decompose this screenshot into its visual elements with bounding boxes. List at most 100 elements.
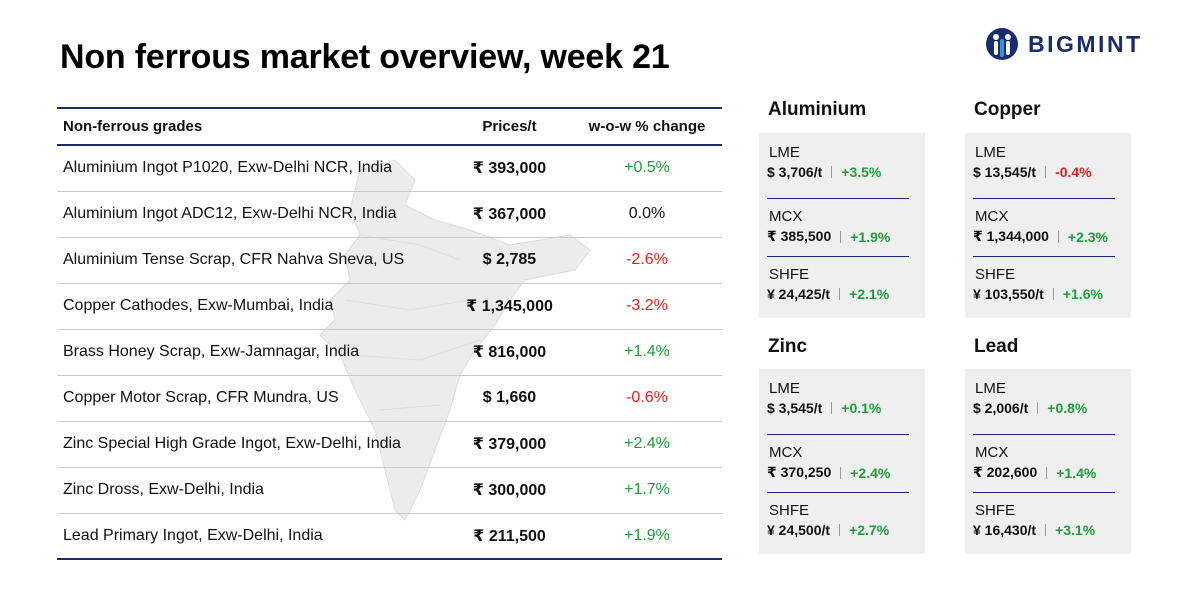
exchange-price: $ 13,545/t (973, 164, 1037, 180)
exchange-price: ¥ 24,425/t (767, 286, 831, 302)
metal-card-aluminium: LME $ 3,706/t +3.5% MCX ₹ 385,500 +1.9% SHFE ¥ … (759, 133, 925, 318)
change-cell: +1.4% (572, 329, 722, 376)
metal-card-zinc: LME $ 3,545/t +0.1% MCX ₹ 370,250 +2.4% SHFE ¥ … (759, 369, 925, 554)
exchange-change: +3.5% (841, 164, 882, 180)
divider (840, 466, 842, 479)
exchange-label: MCX (975, 208, 1009, 225)
grade-cell: Brass Honey Scrap, Exw-Jamnagar, India (57, 329, 447, 376)
prices-table: Non-ferrous grades Prices/t w-o-w % chan… (57, 107, 722, 560)
exchange-values: $ 13,545/t -0.4% (973, 164, 1115, 180)
exchange-row-mcx: MCX ₹ 202,600 +1.4% (973, 435, 1115, 493)
exchange-price: $ 3,706/t (767, 164, 823, 180)
exchange-change: +1.6% (1062, 286, 1103, 302)
page-title: Non ferrous market overview, week 21 (60, 38, 670, 76)
exchange-values: ₹ 385,500 +1.9% (767, 228, 909, 245)
change-cell: +1.9% (572, 513, 722, 560)
price-cell: ₹ 211,500 (447, 513, 572, 560)
table-row: Brass Honey Scrap, Exw-Jamnagar, India ₹ … (57, 329, 722, 376)
exchange-label: LME (975, 144, 1006, 161)
exchange-values: ₹ 370,250 +2.4% (767, 464, 909, 481)
exchange-change: +2.1% (849, 286, 890, 302)
exchange-change: +1.4% (1056, 464, 1097, 481)
exchange-change: +0.1% (841, 400, 882, 416)
table-row: Lead Primary Ingot, Exw-Delhi, India ₹ 21… (57, 513, 722, 560)
exchange-change: -0.4% (1055, 164, 1092, 180)
grade-cell: Aluminium Tense Scrap, CFR Nahva Sheva, … (57, 237, 447, 284)
price-cell: ₹ 393,000 (447, 145, 572, 192)
exchange-label: MCX (769, 444, 803, 461)
exchange-row-shfe: SHFE ¥ 16,430/t +3.1% (973, 493, 1123, 551)
exchange-values: $ 2,006/t +0.8% (973, 400, 1115, 416)
divider (1052, 288, 1054, 300)
metal-title-zinc: Zinc (768, 336, 808, 357)
exchange-label: SHFE (769, 502, 810, 519)
divider (831, 166, 833, 178)
change-cell: -3.2% (572, 283, 722, 330)
metal-title-lead: Lead (974, 336, 1019, 357)
exchange-label: LME (769, 144, 800, 161)
exchange-row-mcx: MCX ₹ 385,500 +1.9% (767, 199, 909, 257)
exchange-label: LME (769, 380, 800, 397)
exchange-values: ¥ 16,430/t +3.1% (973, 522, 1123, 538)
exchange-price: $ 2,006/t (973, 400, 1029, 416)
exchange-price: ₹ 370,250 (767, 464, 832, 480)
grade-cell: Aluminium Ingot ADC12, Exw-Delhi NCR, In… (57, 191, 447, 238)
grade-cell: Zinc Dross, Exw-Delhi, India (57, 467, 447, 514)
exchange-row-lme: LME $ 3,545/t +0.1% (767, 377, 909, 435)
grade-cell: Lead Primary Ingot, Exw-Delhi, India (57, 513, 447, 560)
exchange-row-lme: LME $ 2,006/t +0.8% (973, 377, 1115, 435)
table-row: Zinc Special High Grade Ingot, Exw-Delhi… (57, 421, 722, 468)
table-row: Copper Cathodes, Exw-Mumbai, India ₹ 1,34… (57, 283, 722, 330)
change-cell: 0.0% (572, 191, 722, 238)
price-cell: $ 1,660 (447, 375, 572, 422)
exchange-change: +2.3% (1067, 228, 1109, 245)
exchange-values: $ 3,545/t +0.1% (767, 400, 909, 416)
divider (1045, 166, 1047, 178)
exchange-change: +1.9% (850, 228, 891, 245)
metal-card-copper: LME $ 13,545/t -0.4% MCX ₹ 1,344,000 +2.3% SHF… (965, 133, 1131, 318)
exchange-values: $ 3,706/t +3.5% (767, 164, 909, 180)
exchange-change: +2.4% (850, 464, 891, 481)
grade-cell: Copper Cathodes, Exw-Mumbai, India (57, 283, 447, 330)
exchange-change: +2.7% (849, 522, 890, 538)
exchange-row-shfe: SHFE ¥ 24,425/t +2.1% (767, 257, 917, 315)
exchange-label: LME (975, 380, 1006, 397)
header-change: w-o-w % change (572, 107, 722, 146)
exchange-values: ¥ 24,500/t +2.7% (767, 522, 917, 538)
change-cell: +2.4% (572, 421, 722, 468)
price-cell: ₹ 367,000 (447, 191, 572, 238)
exchange-label: MCX (975, 444, 1009, 461)
change-cell: +0.5% (572, 145, 722, 192)
exchange-change: +3.1% (1055, 522, 1096, 538)
exchange-price: ₹ 202,600 (973, 464, 1038, 480)
table-row: Aluminium Tense Scrap, CFR Nahva Sheva, … (57, 237, 722, 284)
metal-title-copper: Copper (974, 99, 1041, 120)
divider (840, 230, 842, 243)
exchange-label: SHFE (975, 502, 1016, 519)
exchange-values: ₹ 1,344,000 +2.3% (973, 228, 1115, 245)
exchange-row-shfe: SHFE ¥ 103,550/t +1.6% (973, 257, 1123, 315)
header-price: Prices/t (447, 107, 572, 146)
table-row: Zinc Dross, Exw-Delhi, India ₹ 300,000 +1.… (57, 467, 722, 514)
exchange-row-mcx: MCX ₹ 1,344,000 +2.3% (973, 199, 1115, 257)
exchange-row-lme: LME $ 3,706/t +3.5% (767, 141, 909, 199)
exchange-label: MCX (769, 208, 803, 225)
divider (1045, 524, 1047, 536)
prices-table-container: Non-ferrous grades Prices/t w-o-w % chan… (57, 107, 722, 560)
price-cell: $ 2,785 (447, 237, 572, 284)
metal-title-aluminium: Aluminium (768, 99, 867, 120)
exchange-price: ¥ 16,430/t (973, 522, 1037, 538)
divider (839, 288, 841, 300)
divider (831, 402, 833, 414)
grade-cell: Copper Motor Scrap, CFR Mundra, US (57, 375, 447, 422)
header-grade: Non-ferrous grades (57, 107, 447, 146)
price-cell: ₹ 379,000 (447, 421, 572, 468)
exchange-label: SHFE (975, 266, 1016, 283)
exchange-values: ₹ 202,600 +1.4% (973, 464, 1115, 481)
exchange-price: ¥ 103,550/t (973, 286, 1044, 302)
exchange-price: ₹ 385,500 (767, 228, 832, 244)
divider (1046, 466, 1048, 479)
exchange-row-mcx: MCX ₹ 370,250 +2.4% (767, 435, 909, 493)
grade-cell: Zinc Special High Grade Ingot, Exw-Delhi… (57, 421, 447, 468)
exchange-label: SHFE (769, 266, 810, 283)
